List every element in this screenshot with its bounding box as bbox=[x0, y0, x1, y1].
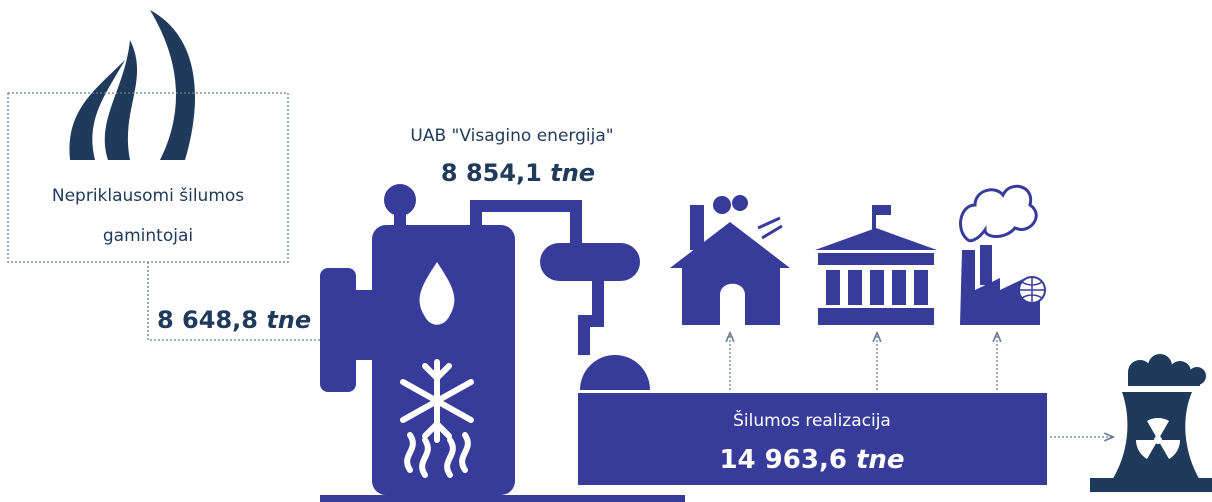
unit: tne bbox=[550, 159, 595, 187]
sales-amount: 14 963,6 tne bbox=[719, 445, 904, 475]
sales-label: Šilumos realizacija bbox=[733, 409, 891, 431]
unit: tne bbox=[266, 306, 311, 334]
amount: 14 963,6 bbox=[719, 445, 846, 475]
source-label: gamintojai bbox=[103, 226, 193, 246]
factory-icon bbox=[960, 186, 1045, 325]
diagram: Nepriklausomi šilumos gamintojai 8 648,8… bbox=[0, 0, 1212, 502]
source-label: Nepriklausomi šilumos bbox=[52, 186, 244, 206]
amount: 8 648,8 bbox=[157, 306, 258, 334]
amount: 8 854,1 bbox=[441, 159, 542, 187]
producer-amount: 8 854,1 tne bbox=[441, 159, 595, 187]
producer-name: UAB "Visagino energija" bbox=[410, 126, 613, 146]
flame-icon bbox=[69, 10, 195, 160]
source-amount: 8 648,8 tne bbox=[157, 306, 311, 334]
institution-icon bbox=[815, 205, 937, 325]
house-icon bbox=[670, 195, 790, 325]
unit: tne bbox=[856, 445, 905, 475]
